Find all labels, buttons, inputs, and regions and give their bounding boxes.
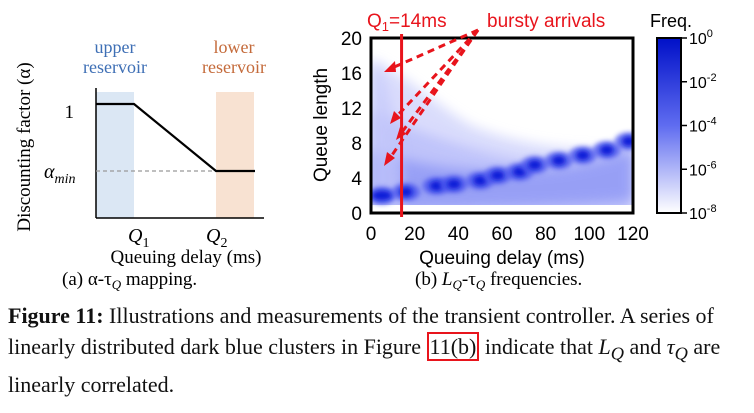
cluster-core [527,159,542,170]
x-tick-label: 20 [404,224,425,245]
caption-text-and: and [623,334,667,359]
caption-text-3: are linearly correlated. [8,334,721,398]
bursty-arrivals-annotation: bursty arrivals [487,11,605,32]
figure-panels: upper reservoir lower reservoir 1 αmin Q… [14,11,717,292]
heatmap-zero-strip [371,205,633,213]
colorbar-ticks: 100 10-2 10-4 10-6 10-8 [681,28,717,223]
panel-a-x-label: Queuing delay (ms) [111,247,262,268]
figure-reference-link[interactable]: 11(b) [426,332,480,361]
panel-b-y-ticks: 0 4 8 12 16 20 [341,29,363,225]
bursty-arrowheads [384,61,406,166]
alpha-tau-mapping-line [96,102,255,173]
caption-label: Figure 11: [8,303,104,328]
cluster-core [575,150,590,161]
cluster-core [551,155,566,166]
colorbar-tick-label: 10-4 [689,116,717,136]
q1-annotation: Q1=14ms [367,11,447,34]
caption-text-2: indicate that [479,334,599,359]
panel-a: upper reservoir lower reservoir 1 αmin Q… [14,37,266,292]
y-tick-label: 0 [351,204,362,225]
upper-reservoir-label-2: reservoir [83,57,147,77]
panel-b: Q1=14ms bursty arrivals 0 4 8 12 16 20 0 20 40 6… [311,11,717,292]
colorbar [656,37,682,214]
y-tick-label: 8 [351,134,362,155]
panel-b-x-label: Queuing delay (ms) [419,248,585,269]
x-tick-label: 100 [573,224,605,245]
x-tick-label: 120 [617,224,649,245]
dense-clusters [371,132,633,205]
y-tick-label: 20 [341,29,362,50]
y-tick-label: 4 [351,169,362,190]
cluster-core [490,170,505,181]
caption-symbol-tau: τ [666,334,675,359]
x-tick-label: 80 [535,224,556,245]
x-tick-label: 40 [448,224,469,245]
panel-a-y-label: Discounting factor (α) [14,62,35,231]
heatmap-haze-left [371,60,405,213]
colorbar-tick-label: 10-2 [689,72,717,92]
upper-reservoir-label-1: upper [95,37,136,57]
x-tick-label: 0 [366,224,377,245]
tick-label-1: 1 [65,102,75,123]
colorbar-title: Freq. [650,11,692,31]
cluster-core [371,190,392,201]
panel-b-x-ticks: 0 20 40 60 80 100 120 [366,224,649,245]
y-tick-label: 16 [341,64,362,85]
tick-label-q1: Q1 [128,225,149,251]
caption-symbol-tau-sub: Q [674,343,688,364]
tick-label-alpha-min: αmin [44,161,76,187]
lower-reservoir-region [216,92,254,218]
cluster-core [446,179,461,190]
cluster-core [473,175,488,186]
cluster-core [599,145,614,155]
colorbar-tick-label: 10-8 [689,203,717,223]
caption-text-1: Illustrations and measurements of the tr… [8,303,714,359]
panel-a-subcaption: (a) α-τQ mapping. [62,269,197,292]
colorbar-tick-label: 10-6 [689,159,717,179]
tick-label-q2: Q2 [206,225,227,251]
lower-reservoir-label-1: lower [214,37,255,57]
cluster-core [429,180,444,191]
y-tick-label: 12 [341,99,362,120]
caption-symbol-l: L [598,334,611,359]
caption-symbol-l-sub: Q [610,343,624,364]
bursty-arrows [388,28,480,159]
panel-b-subcaption: (b) LQ-τQ frequencies. [415,269,582,292]
lower-reservoir-label-2: reservoir [202,57,266,77]
x-tick-label: 60 [491,224,512,245]
figure-caption: Figure 11: Illustrations and measurement… [8,300,748,400]
panel-b-y-label: Queue length [311,68,332,182]
colorbar-tick-label: 100 [689,28,713,48]
upper-reservoir-region [96,92,134,218]
heatmap-frame [369,36,635,215]
cluster-core [621,136,633,147]
